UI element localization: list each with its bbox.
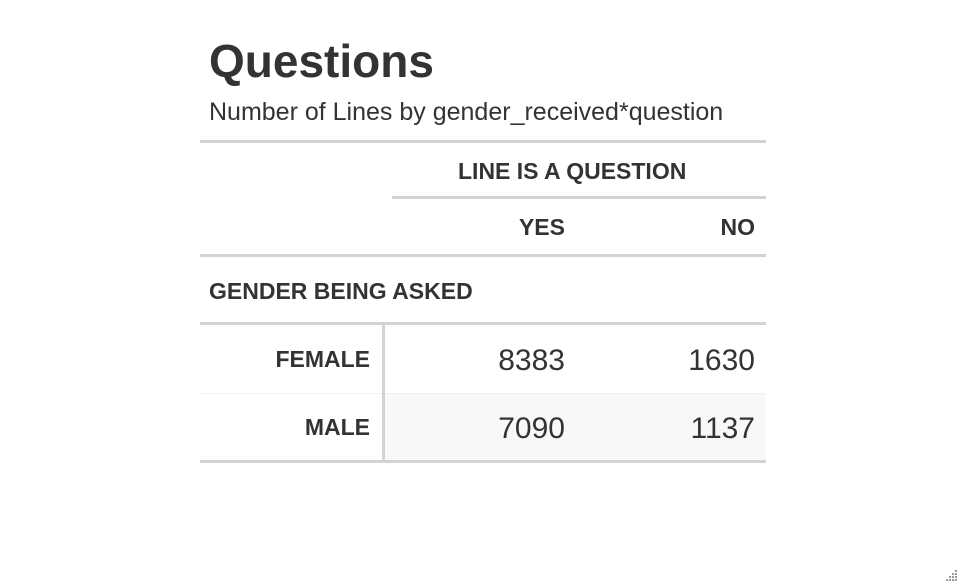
table-bottom-rule — [200, 460, 766, 463]
table-row-female-bg — [200, 325, 766, 393]
resize-handle-icon[interactable] — [942, 566, 958, 582]
cell-male-no: 1137 — [690, 412, 755, 445]
row-separator — [200, 393, 766, 394]
group-bottom-rule — [200, 322, 766, 325]
table-subtitle: Number of Lines by gender_received*quest… — [209, 98, 724, 126]
column-header-yes: YES — [518, 214, 565, 240]
spanner-rule — [392, 196, 766, 199]
table-top-rule — [200, 140, 766, 143]
column-spanner-label: LINE IS A QUESTION — [458, 158, 687, 184]
table-row-male-bg — [385, 393, 766, 460]
row-label-male: MALE — [304, 414, 370, 440]
row-group-label: GENDER BEING ASKED — [209, 278, 473, 304]
stub-vertical-rule — [382, 325, 385, 460]
cell-female-no: 1630 — [688, 344, 755, 377]
column-header-no: NO — [720, 214, 756, 240]
cell-male-yes: 7090 — [498, 412, 565, 445]
table-title: Questions — [209, 35, 434, 87]
cell-female-yes: 8383 — [498, 344, 565, 377]
row-label-female: FEMALE — [275, 346, 370, 372]
header-bottom-rule — [200, 254, 766, 257]
